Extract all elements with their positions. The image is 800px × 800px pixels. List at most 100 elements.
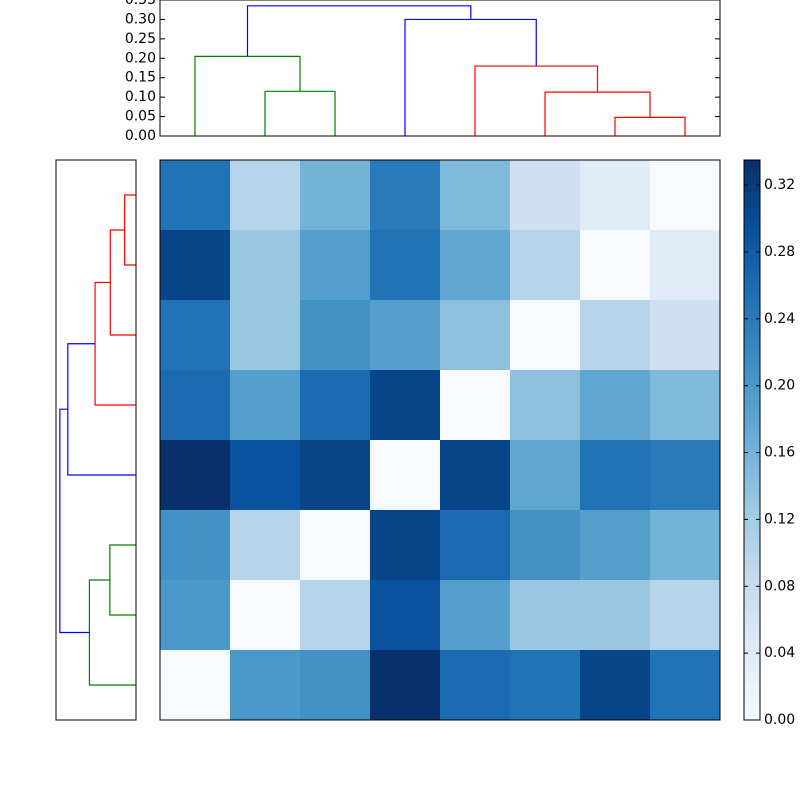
heatmap-cell [510,650,580,720]
heatmap-cell [160,510,230,580]
heatmap-cell [440,370,510,440]
heatmap-cell [370,440,440,510]
heatmap-cell [650,580,720,650]
dendrogram-link [194,55,301,136]
heatmap-cell [300,510,370,580]
y-tick-label: 0.35 [125,0,156,8]
heatmap-cell [370,230,440,300]
heatmap-cell [510,160,580,230]
heatmap-cell [580,510,650,580]
heatmap-cell [160,440,230,510]
dendrogram-link [94,281,136,406]
heatmap-cell [370,580,440,650]
colorbar-tick-label: 0.04 [764,645,795,661]
heatmap-cell [230,300,300,370]
heatmap-cell [510,580,580,650]
heatmap-cell [160,300,230,370]
heatmap-cell [300,440,370,510]
colorbar-tick-label: 0.28 [764,244,795,260]
heatmap-cell [370,370,440,440]
heatmap-cell [580,440,650,510]
dendrogram-link [264,90,336,136]
y-tick-label: 0.20 [125,50,156,66]
heatmap-cell [510,300,580,370]
dendrogram-link [404,18,537,136]
colorbar-tick-label: 0.24 [764,311,795,327]
heatmap-cell [580,300,650,370]
y-tick-label: 0.15 [125,70,156,86]
heatmap-cell [300,650,370,720]
y-tick-label: 0.00 [125,128,156,144]
colorbar-tick-label: 0.20 [764,378,795,394]
dendrogram-link [474,65,599,136]
heatmap-cell [510,370,580,440]
heatmap-cell [440,580,510,650]
heatmap-cell [650,370,720,440]
y-tick-label: 0.30 [125,11,156,27]
dendrogram-link [109,229,136,336]
dendrogram-link [614,116,686,136]
heatmap-cell [440,230,510,300]
dendrogram-link [246,5,472,57]
heatmap-cell [300,300,370,370]
heatmap-cell [160,230,230,300]
heatmap-cell [440,300,510,370]
heatmap-frame [159,159,721,721]
heatmap-cell [230,230,300,300]
heatmap-cell [580,580,650,650]
heatmap-cell [580,230,650,300]
heatmap-cell [650,160,720,230]
heatmap-cell [300,370,370,440]
heatmap-cell [370,300,440,370]
heatmap-cell [160,370,230,440]
heatmap-cell [580,650,650,720]
heatmap-cell [580,160,650,230]
heatmap-cell [650,230,720,300]
heatmap-cell [230,580,300,650]
colorbar-tick-label: 0.12 [764,511,795,527]
heatmap-cell [510,510,580,580]
dendrogram-link [124,194,136,266]
heatmap-cell [650,440,720,510]
heatmap-cell [230,370,300,440]
heatmap-cell [160,580,230,650]
heatmap-cell [160,160,230,230]
heatmap-cell [650,300,720,370]
dendrogram-link [67,343,136,476]
y-tick-label: 0.05 [125,109,156,125]
heatmap-cell [440,160,510,230]
heatmap-cell [440,510,510,580]
heatmap-cell [230,440,300,510]
heatmap-cell [370,160,440,230]
heatmap-cell [370,510,440,580]
heatmap-cell [370,650,440,720]
colorbar-tick-label: 0.00 [764,712,795,728]
y-tick-label: 0.10 [125,89,156,105]
heatmap-cell [440,440,510,510]
colorbar [743,159,761,721]
dendrogram-frame [55,159,137,721]
heatmap-cell [230,160,300,230]
colorbar-tick-label: 0.32 [764,177,795,193]
heatmap-cell [300,160,370,230]
heatmap-cell [510,440,580,510]
heatmap-cell [650,510,720,580]
colorbar-tick-label: 0.08 [764,578,795,594]
dendrogram-link [109,544,136,616]
heatmap-cell [230,650,300,720]
heatmap-cell [160,650,230,720]
heatmap-cell [230,510,300,580]
y-tick-label: 0.25 [125,31,156,47]
dendrogram-link [59,408,90,634]
heatmap-cell [580,370,650,440]
heatmap-cell [300,580,370,650]
heatmap-cell [650,650,720,720]
dendrogram-frame [159,0,721,137]
dendrogram-link [544,91,651,136]
dendrogram-link [88,579,136,686]
heatmap-cell [510,230,580,300]
heatmap-cell [440,650,510,720]
colorbar-tick-label: 0.16 [764,445,795,461]
heatmap-cell [300,230,370,300]
